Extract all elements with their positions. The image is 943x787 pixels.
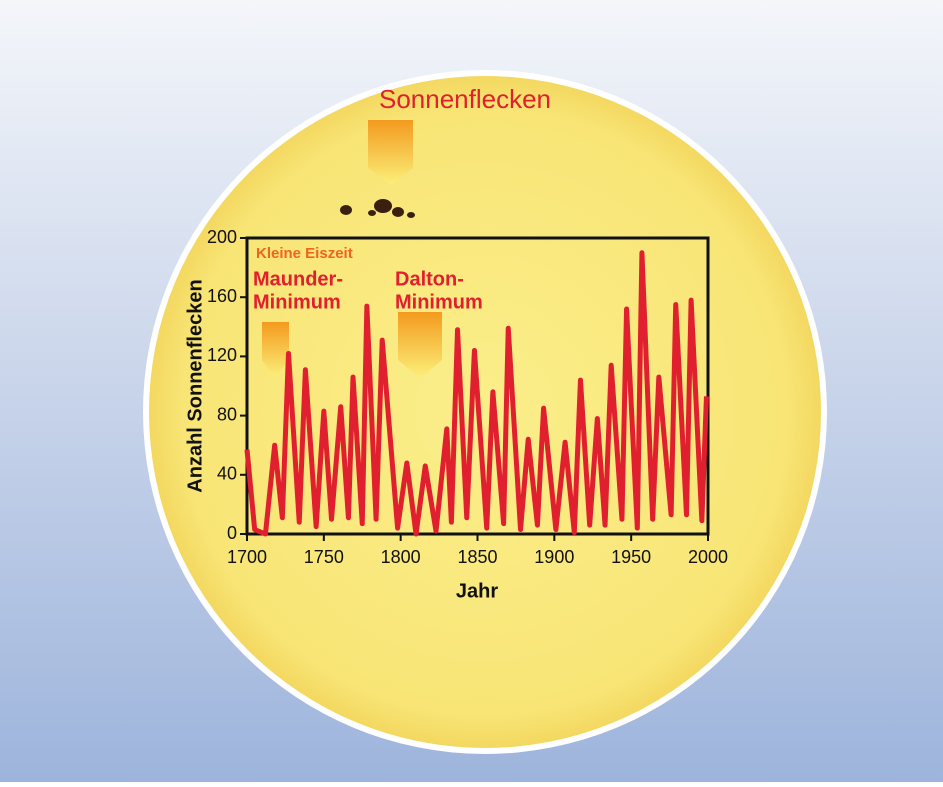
y-tick-label: 160: [207, 286, 237, 306]
y-tick-label: 40: [217, 464, 237, 484]
x-axis-title: Jahr: [456, 580, 498, 602]
arrow: [368, 120, 413, 185]
arrow: [398, 312, 442, 378]
annotation: Dalton-: [395, 268, 464, 290]
annotation: Minimum: [253, 291, 341, 313]
sunspots: [340, 199, 415, 218]
y-tick-label: 200: [207, 227, 237, 247]
x-tick-label: 2000: [688, 547, 728, 567]
x-tick-label: 1900: [534, 547, 574, 567]
annotation: Sonnenflecken: [379, 84, 551, 114]
x-tick-label: 1950: [611, 547, 651, 567]
arrow: [262, 322, 289, 378]
y-tick-label: 120: [207, 345, 237, 365]
x-tick-label: 1850: [457, 547, 497, 567]
x-tick-label: 1700: [227, 547, 267, 567]
x-tick-label: 1800: [381, 547, 421, 567]
annotation: Maunder-: [253, 268, 343, 290]
y-axis-title: Anzahl Sonnenflecken: [184, 279, 206, 492]
annotation: Kleine Eiszeit: [256, 245, 353, 262]
series-line: [244, 250, 709, 537]
x-tick-label: 1750: [304, 547, 344, 567]
sun: [149, 76, 821, 748]
y-tick-label: 0: [227, 523, 237, 543]
y-tick-label: 80: [217, 404, 237, 424]
annotation: Minimum: [395, 291, 483, 313]
